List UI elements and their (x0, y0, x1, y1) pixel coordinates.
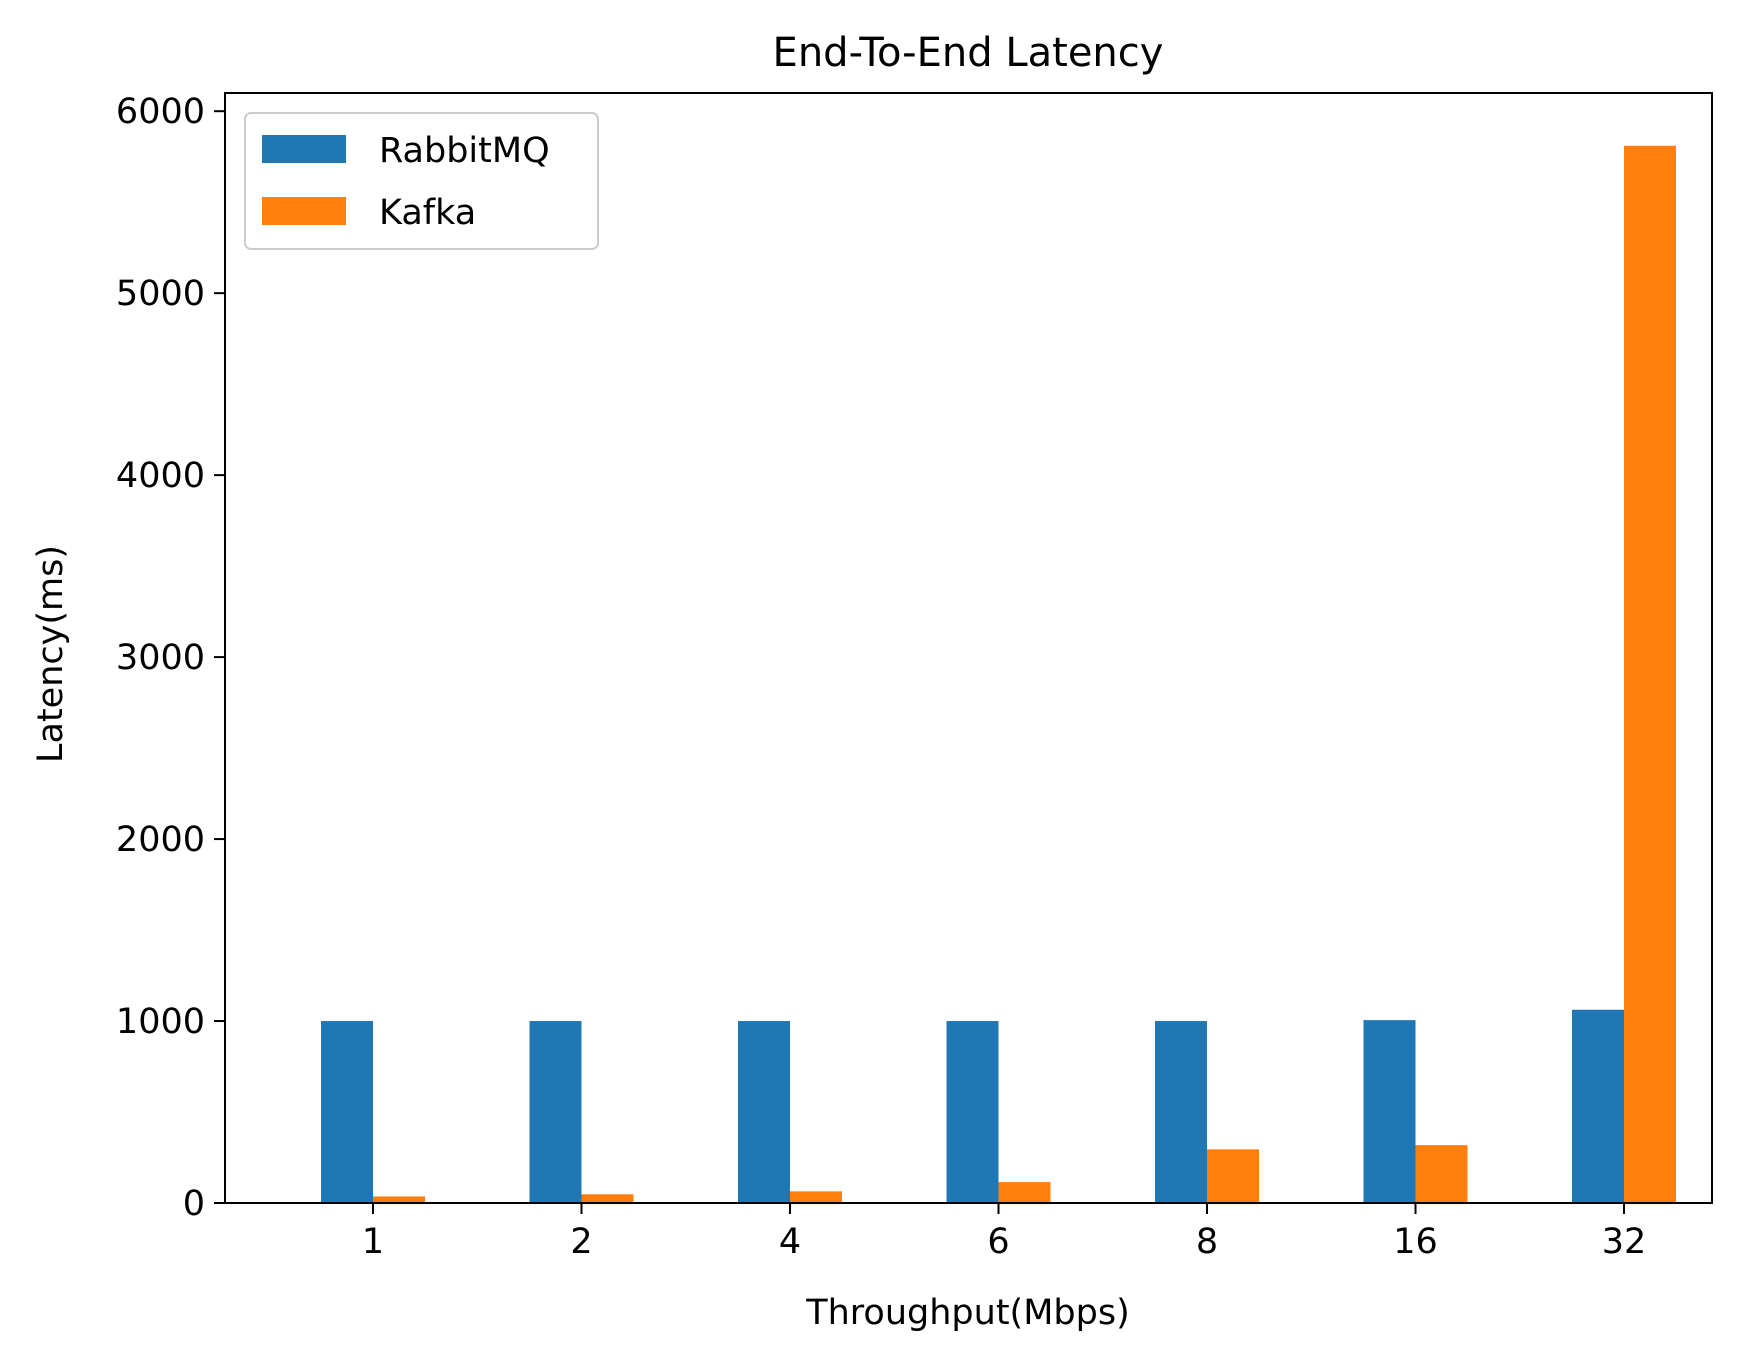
x-tick-label: 16 (1393, 1222, 1438, 1262)
x-axis-label: Throughput(Mbps) (805, 1293, 1129, 1333)
plot-frame (224, 92, 1713, 1204)
legend-label-rabbitmq: RabbitMQ (379, 131, 550, 171)
bar-rabbitmq-32 (1572, 1009, 1624, 1203)
y-tick-label: 1000 (116, 1002, 205, 1042)
bar-rabbitmq-6 (946, 1021, 999, 1203)
x-tick-label: 4 (779, 1222, 801, 1262)
y-tick-label: 3000 (116, 638, 205, 678)
y-tick-label: 4000 (116, 456, 205, 496)
bar-rabbitmq-1 (321, 1021, 373, 1203)
x-tick-label: 6 (987, 1222, 1009, 1262)
bar-rabbitmq-8 (1155, 1021, 1207, 1203)
x-axis-ticks: 1 2 4 6 8 16 32 (362, 1203, 1646, 1262)
y-axis-ticks: 0 1000 2000 3000 4000 5000 6000 (116, 92, 225, 1224)
bar-kafka-1 (373, 1196, 425, 1203)
chart-title: End-To-End Latency (773, 30, 1164, 76)
x-tick-label: 2 (570, 1222, 592, 1262)
bar-kafka-8 (1207, 1149, 1259, 1203)
bar-kafka-32 (1624, 145, 1676, 1203)
y-tick-label: 2000 (116, 820, 205, 860)
y-tick-label: 6000 (116, 92, 205, 132)
bar-kafka-4 (790, 1191, 842, 1203)
y-tick-label: 5000 (116, 274, 205, 314)
x-tick-label: 8 (1196, 1222, 1218, 1262)
legend-label-kafka: Kafka (379, 193, 476, 233)
bar-kafka-2 (581, 1194, 634, 1203)
legend-swatch-rabbitmq (262, 135, 346, 163)
bar-rabbitmq-4 (738, 1021, 790, 1203)
bar-rabbitmq-2 (529, 1021, 582, 1203)
legend-swatch-kafka (262, 197, 346, 225)
bar-kafka-6 (998, 1182, 1051, 1203)
x-tick-label: 1 (362, 1222, 384, 1262)
y-tick-label: 0 (183, 1184, 205, 1224)
bar-rabbitmq-16 (1363, 1020, 1416, 1203)
bars-layer (321, 145, 1676, 1203)
x-tick-label: 32 (1602, 1222, 1647, 1262)
legend: RabbitMQ Kafka (244, 112, 599, 250)
y-axis-label: Latency(ms) (31, 545, 71, 763)
bar-kafka-16 (1415, 1145, 1468, 1203)
